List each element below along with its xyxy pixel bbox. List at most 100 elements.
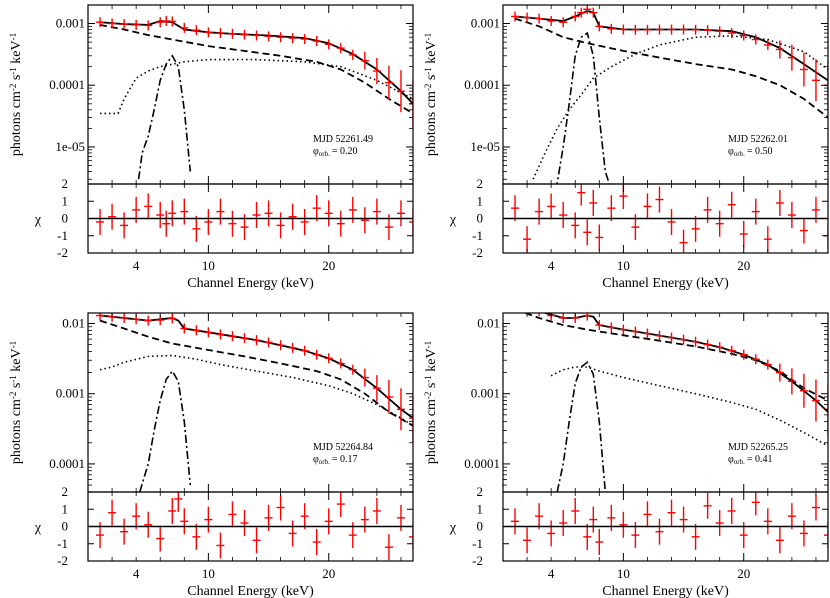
data-point (336, 358, 345, 369)
residual-axis-title: χ (34, 521, 42, 536)
residual-point (811, 494, 820, 521)
data-point (679, 334, 688, 345)
data-point (511, 301, 519, 311)
y-tick-label: 0.001 (56, 16, 85, 31)
y-axis-text: s (424, 383, 439, 392)
residual-point (288, 203, 297, 230)
data-point (631, 326, 640, 337)
residual-point (120, 212, 129, 239)
y-axis-text: keV (424, 348, 439, 375)
y-axis-superscript: -2 (423, 392, 433, 400)
residual-point (583, 219, 592, 246)
x-axis-title: Channel Energy (keV) (187, 276, 314, 291)
data-point (691, 24, 700, 35)
phase-symbol: φ (728, 146, 734, 157)
y-axis-text: photons cm (424, 399, 439, 464)
data-point (204, 27, 213, 38)
phase-value: = 0.50 (747, 146, 773, 157)
data-point (276, 340, 285, 351)
residual-point (252, 202, 261, 229)
data-point (703, 339, 712, 350)
residual-point (595, 224, 604, 251)
data-point (523, 12, 532, 23)
residual-point (523, 527, 532, 554)
y-axis-superscript: -1 (8, 375, 18, 383)
data-point (739, 30, 748, 41)
residual-point (751, 198, 760, 225)
model-line-solid (514, 9, 828, 82)
model-line-dashdot (556, 361, 607, 492)
residual-point (180, 198, 189, 225)
data-point (168, 313, 177, 324)
data-point (120, 19, 129, 30)
residual-point (360, 207, 369, 234)
data-point (727, 28, 736, 39)
data-point (691, 336, 700, 347)
data-point (384, 379, 393, 414)
residual-tick-label: 1 (62, 501, 69, 516)
residual-point (240, 510, 249, 537)
data-point (288, 33, 297, 44)
residual-point (667, 499, 676, 526)
residual-point (559, 510, 568, 537)
data-point (739, 349, 748, 360)
y-axis-text: s (9, 75, 24, 84)
residual-tick-label: -1 (472, 228, 483, 243)
data-point (511, 11, 520, 22)
residual-point (108, 499, 117, 526)
residual-point (571, 212, 580, 239)
residual-point (655, 518, 664, 545)
spectrum-plot-area (96, 15, 413, 180)
residual-tick-label: -2 (57, 245, 68, 260)
residual-point (168, 497, 177, 524)
data-point (619, 324, 628, 335)
x-tick-label: 20 (322, 566, 335, 581)
residual-point (739, 221, 748, 248)
data-point (595, 320, 604, 331)
residual-plot-area (96, 193, 413, 242)
residual-point (409, 523, 413, 550)
y-tick-label: 1e-05 (470, 139, 500, 154)
residual-point (577, 184, 586, 206)
residual-point (96, 208, 105, 235)
phase-subscript: orb. (319, 458, 330, 466)
residual-tick-label: 0 (477, 211, 484, 226)
data-point (144, 315, 153, 326)
residual-plot-area (511, 184, 828, 253)
residual-point (691, 215, 700, 242)
residual-tick-label: 1 (477, 193, 484, 208)
y-axis-title: photons cm-2 s-1 keV-1 (8, 33, 24, 156)
residual-tick-label: 2 (477, 176, 484, 191)
data-point (538, 313, 540, 317)
residual-point (571, 497, 580, 524)
y-axis-text: keV (9, 40, 24, 67)
y-axis-superscript: -1 (423, 341, 433, 349)
y-axis-superscript: -1 (423, 67, 433, 75)
data-point (360, 368, 369, 387)
residual-point (204, 208, 213, 235)
data-point (763, 359, 772, 370)
residual-point (300, 503, 309, 530)
data-point (144, 20, 153, 31)
data-point (607, 322, 616, 333)
data-point (589, 7, 598, 18)
residual-point (132, 503, 141, 530)
data-point (811, 379, 820, 422)
mjd-annotation: MJD 52265.25 (728, 442, 788, 453)
y-axis-text: s (424, 75, 439, 84)
data-point (240, 333, 249, 344)
data-point (396, 388, 405, 431)
data-point (216, 329, 225, 340)
phase-symbol: φ (728, 454, 734, 465)
y-tick-label: 0.0001 (464, 456, 500, 471)
data-point (715, 342, 724, 353)
model-line-dotted (100, 58, 413, 115)
data-point (372, 58, 381, 85)
residual-tick-label: 1 (477, 501, 484, 516)
data-point (168, 16, 177, 27)
residual-tick-label: -1 (472, 536, 483, 551)
